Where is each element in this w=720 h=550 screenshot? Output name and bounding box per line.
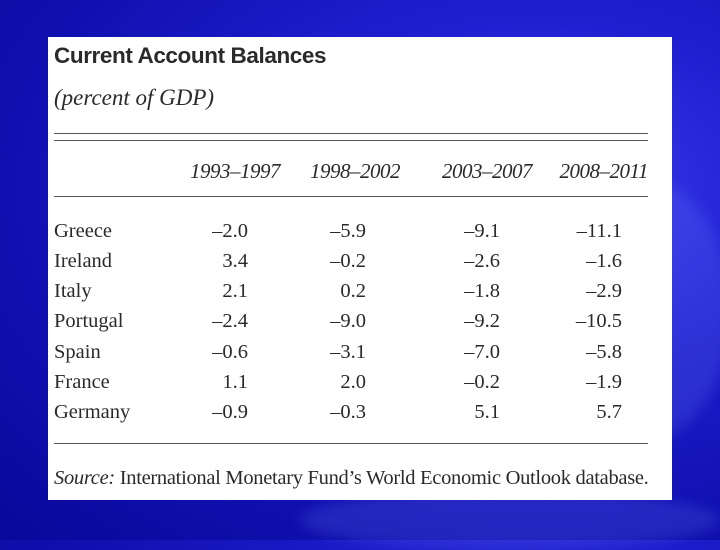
- table-cell: 2.0: [340, 371, 366, 393]
- row-label-italy: Italy: [54, 280, 92, 302]
- table-cell: –11.1: [576, 220, 622, 242]
- header-rule: [54, 196, 648, 197]
- table-cell: –2.4: [212, 310, 248, 332]
- table-cell: –3.1: [330, 341, 366, 363]
- table-cell: –0.6: [212, 341, 248, 363]
- table-cell: –1.8: [464, 280, 500, 302]
- source-label: Source:: [54, 467, 115, 489]
- row-label-spain: Spain: [54, 341, 101, 363]
- row-label-ireland: Ireland: [54, 250, 113, 272]
- table-title: Current Account Balances: [54, 43, 327, 68]
- source-note: Source: International Monetary Fund’s Wo…: [54, 467, 649, 490]
- table-cell: –2.6: [464, 250, 500, 272]
- column-header-2008-2011: 2008–2011: [559, 159, 649, 183]
- column-header-2003-2007: 2003–2007: [442, 159, 533, 183]
- row-label-germany: Germany: [54, 401, 131, 423]
- source-text: International Monetary Fund’s World Econ…: [114, 467, 649, 489]
- column-header-1993-1997: 1993–1997: [190, 159, 281, 183]
- table-cell: 2.1: [222, 280, 248, 302]
- row-label-france: France: [54, 371, 110, 393]
- table-cell: –1.6: [586, 250, 622, 272]
- bottom-rule: [54, 443, 648, 444]
- table-cell: –9.2: [464, 310, 500, 332]
- table-cell: –10.5: [575, 310, 622, 332]
- table-cell: –2.0: [212, 220, 248, 242]
- row-label-greece: Greece: [54, 220, 113, 242]
- column-header-1998-2002: 1998–2002: [310, 159, 401, 183]
- row-label-portugal: Portugal: [54, 310, 124, 332]
- table-subtitle: (percent of GDP): [54, 85, 215, 110]
- table-cell: 3.4: [222, 250, 248, 272]
- table-cell: –0.2: [330, 250, 366, 272]
- table-cell: –9.0: [330, 310, 366, 332]
- table-cell: 1.1: [222, 371, 248, 393]
- top-rule-1: [54, 133, 648, 134]
- table-cell: –0.9: [212, 401, 248, 423]
- top-rule-2: [54, 140, 648, 141]
- table-cell: –2.9: [586, 280, 622, 302]
- table-cell: –5.9: [330, 220, 366, 242]
- table-cell: –5.8: [586, 341, 622, 363]
- table-cell: –7.0: [464, 341, 500, 363]
- table-cell: –9.1: [464, 220, 500, 242]
- table-cell: –0.2: [464, 371, 500, 393]
- table-cell: 5.1: [474, 401, 500, 423]
- table-cell: –0.3: [330, 401, 366, 423]
- table-cell: –1.9: [586, 371, 622, 393]
- table-card: Current Account Balances (percent of GDP…: [48, 37, 672, 500]
- table-cell: 0.2: [340, 280, 366, 302]
- table-cell: 5.7: [596, 401, 622, 423]
